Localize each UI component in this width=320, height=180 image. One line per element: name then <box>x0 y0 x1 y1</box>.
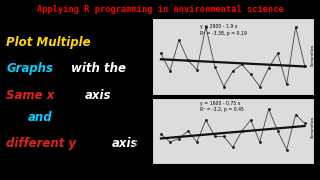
Text: Graphs: Graphs <box>6 62 53 75</box>
Text: with the: with the <box>71 62 126 75</box>
Text: Plot Multiple: Plot Multiple <box>6 36 91 50</box>
Text: axis: axis <box>84 89 111 102</box>
Text: different y: different y <box>6 137 76 150</box>
Text: Streamflow: Streamflow <box>311 116 315 138</box>
Text: Streamflow: Streamflow <box>311 44 315 66</box>
Text: y = 2900 - 1.9 x
R² = -3.38, p = 0.19: y = 2900 - 1.9 x R² = -3.38, p = 0.19 <box>200 24 247 36</box>
Text: Same x: Same x <box>6 89 54 102</box>
Text: axis: axis <box>112 137 139 150</box>
Y-axis label: Fish Biomass / Abundance: Fish Biomass / Abundance <box>135 108 140 154</box>
Text: y = 1600 - 0.75 x
R² = -3.2, p = 0.45: y = 1600 - 0.75 x R² = -3.2, p = 0.45 <box>200 101 244 112</box>
Text: and: and <box>28 111 52 124</box>
Text: Applying R programming in environmental science: Applying R programming in environmental … <box>36 5 284 14</box>
Y-axis label: Fish Biomass / Abundance: Fish Biomass / Abundance <box>130 34 134 80</box>
